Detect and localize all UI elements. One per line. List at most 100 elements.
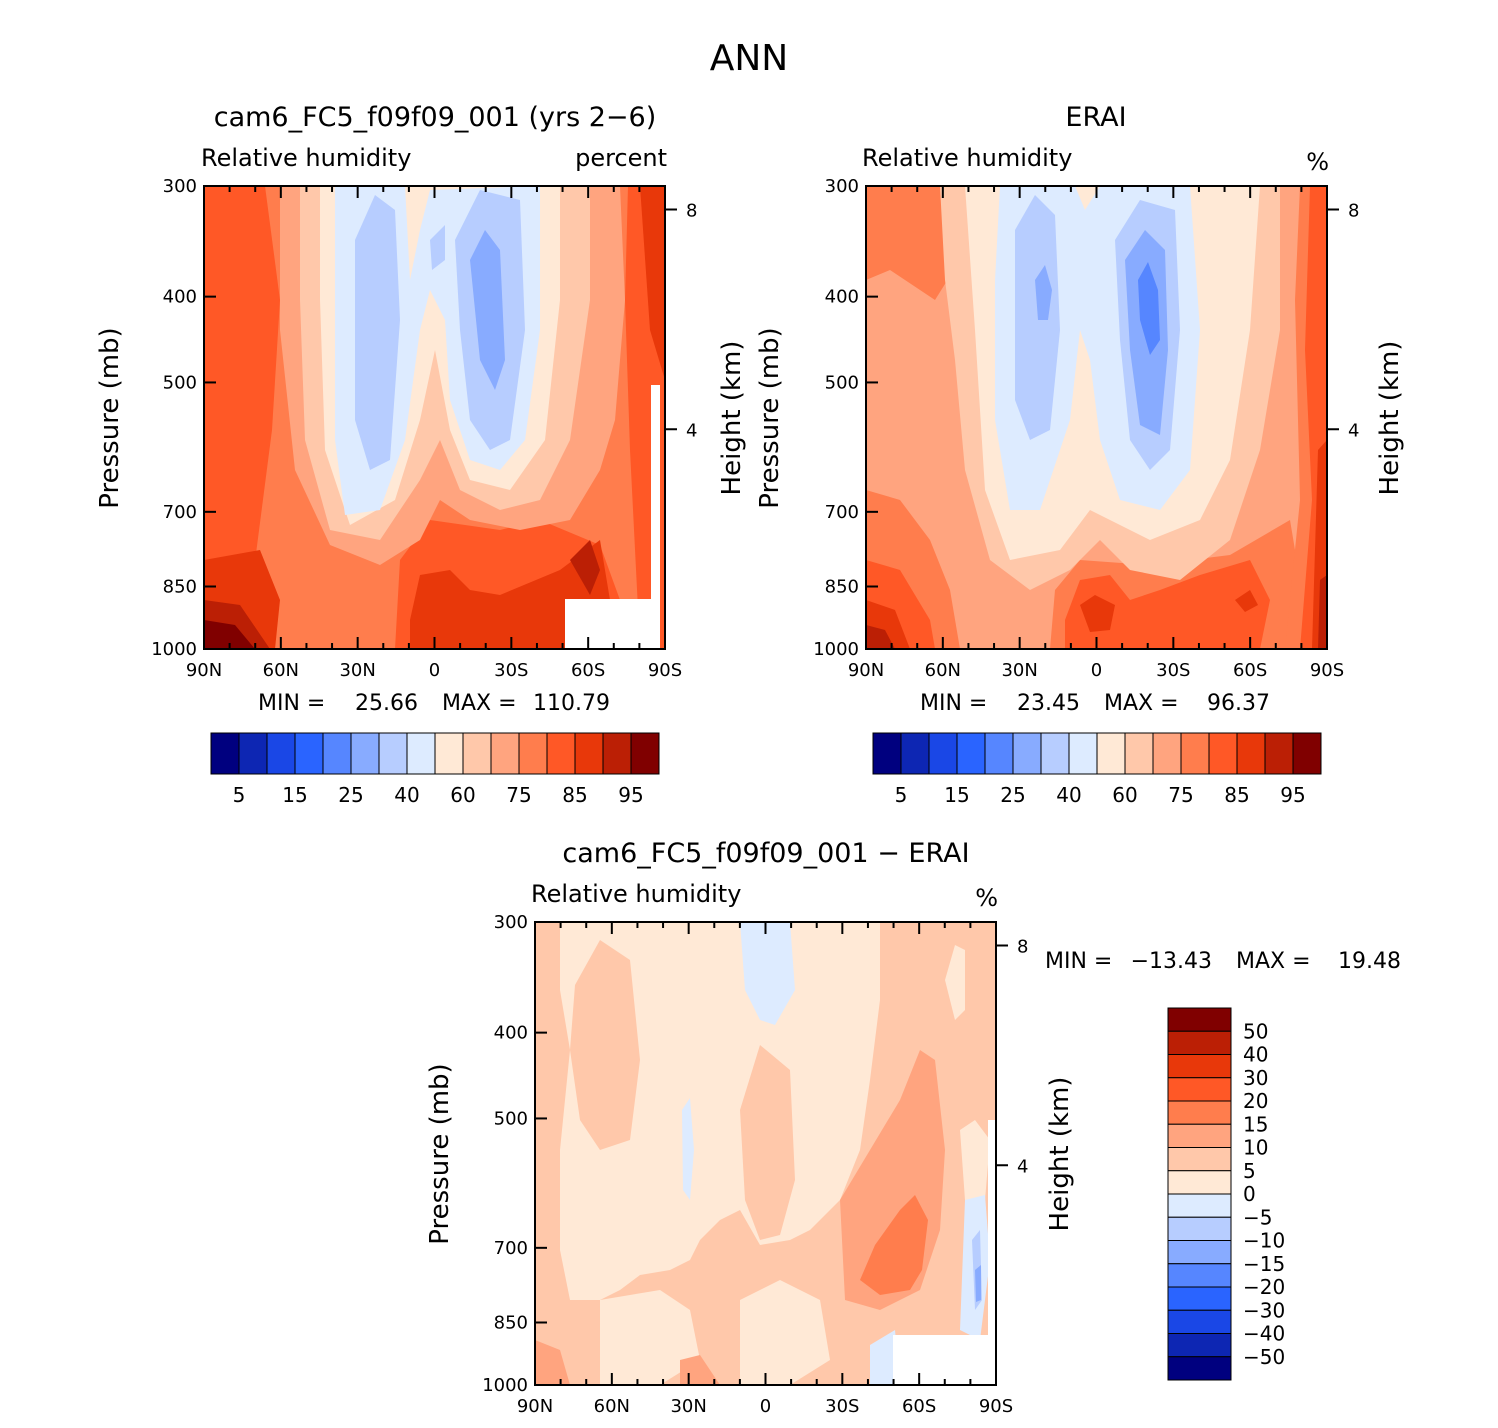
colorbar-box bbox=[238, 732, 268, 775]
colorbar-box bbox=[1152, 732, 1182, 775]
panel-obs-max: 96.37 bbox=[1207, 691, 1270, 716]
colorbar-box bbox=[872, 732, 902, 775]
colorbar-box bbox=[1167, 1309, 1232, 1334]
panel-model-min: 25.66 bbox=[355, 691, 418, 716]
colorbar-box bbox=[1167, 1007, 1232, 1032]
colorbar-label: −20 bbox=[1243, 1275, 1285, 1299]
colorbar-box bbox=[1167, 1147, 1232, 1172]
colorbar-box bbox=[1208, 732, 1238, 775]
panel-obs-units: % bbox=[1306, 148, 1329, 176]
x-tick-label: 60S bbox=[571, 660, 605, 681]
colorbar-box bbox=[1040, 732, 1070, 775]
panel-diff-units: % bbox=[975, 884, 998, 912]
colorbar-label: 25 bbox=[338, 783, 363, 807]
panel-diff-ylabel-right: Height (km) bbox=[1045, 1077, 1075, 1232]
y-right-tick-label: 4 bbox=[1348, 420, 1359, 441]
colorbar-box bbox=[1167, 1100, 1232, 1125]
x-tick-label: 60S bbox=[1233, 660, 1267, 681]
panel-obs-min: 23.45 bbox=[1017, 691, 1080, 716]
panel-diff-min-label: MIN = bbox=[1045, 949, 1112, 974]
panel-diff-ylabel: Pressure (mb) bbox=[425, 1063, 455, 1244]
y-tick-label: 300 bbox=[825, 176, 859, 197]
panel-obs-ylabel-right: Height (km) bbox=[1375, 341, 1405, 496]
colorbar-box bbox=[1167, 1054, 1232, 1079]
colorbar-box bbox=[630, 732, 660, 775]
panel-obs-contours bbox=[866, 186, 1327, 649]
colorbar-label: −15 bbox=[1243, 1252, 1285, 1276]
x-tick-label: 60N bbox=[925, 660, 961, 681]
panel-diff-max: 19.48 bbox=[1338, 949, 1401, 974]
x-tick-label: 0 bbox=[760, 1396, 771, 1417]
colorbar-box bbox=[294, 732, 324, 775]
x-tick-label: 0 bbox=[1091, 660, 1102, 681]
panel-diff-axes: 90N 60N 30N 0 30S 60S 90S 300 400 500 700 850 1000 8 4 bbox=[482, 912, 1028, 1417]
colorbar-box bbox=[1180, 732, 1210, 775]
x-tick-label: 30N bbox=[670, 1396, 706, 1417]
x-tick-label: 30S bbox=[825, 1396, 859, 1417]
colorbar-box bbox=[350, 732, 380, 775]
y-tick-label: 850 bbox=[163, 577, 197, 598]
colorbar-label: −10 bbox=[1243, 1229, 1285, 1253]
panel-model-max-label: MAX = bbox=[442, 691, 517, 716]
y-right-tick-label: 8 bbox=[1348, 201, 1359, 222]
colorbar-label: −50 bbox=[1243, 1345, 1285, 1369]
colorbar-box bbox=[518, 732, 548, 775]
colorbar-label: 40 bbox=[1243, 1043, 1268, 1067]
x-tick-label: 60N bbox=[263, 660, 299, 681]
panel-model-colorbar: 5 15 25 40 60 75 85 95 bbox=[210, 732, 660, 807]
colorbar-label: 85 bbox=[1224, 783, 1249, 807]
colorbar-box bbox=[1167, 1216, 1232, 1241]
x-tick-label: 60N bbox=[594, 1396, 630, 1417]
y-tick-label: 700 bbox=[163, 502, 197, 523]
panel-model-title: cam6_FC5_f09f09_001 (yrs 2−6) bbox=[214, 102, 657, 133]
colorbar-label: 5 bbox=[1243, 1159, 1256, 1183]
x-tick-label: 60S bbox=[902, 1396, 936, 1417]
colorbar-box bbox=[322, 732, 352, 775]
colorbar-label: −40 bbox=[1243, 1322, 1285, 1346]
y-tick-label: 400 bbox=[494, 1023, 528, 1044]
x-tick-label: 90N bbox=[517, 1396, 553, 1417]
colorbar-label: −5 bbox=[1243, 1205, 1272, 1229]
colorbar-label: 60 bbox=[1112, 783, 1137, 807]
colorbar-label: −30 bbox=[1243, 1298, 1285, 1322]
colorbar-box bbox=[1236, 732, 1266, 775]
colorbar-box bbox=[546, 732, 576, 775]
colorbar-box bbox=[406, 732, 436, 775]
y-tick-label: 1000 bbox=[482, 1375, 528, 1396]
panel-model-units: percent bbox=[575, 144, 667, 172]
panel-model: cam6_FC5_f09f09_001 (yrs 2−6) Relative h… bbox=[95, 102, 747, 807]
colorbar-box bbox=[1167, 1193, 1232, 1218]
colorbar-box bbox=[1167, 1240, 1232, 1265]
colorbar-label: 15 bbox=[1243, 1112, 1268, 1136]
colorbar-box bbox=[928, 732, 958, 775]
colorbar-label: 5 bbox=[895, 783, 908, 807]
panel-diff-missing-corner bbox=[893, 1335, 996, 1385]
colorbar-box bbox=[1264, 732, 1294, 775]
panel-diff-max-label: MAX = bbox=[1236, 949, 1311, 974]
colorbar-box bbox=[1012, 732, 1042, 775]
colorbar-box bbox=[574, 732, 604, 775]
colorbar-label: 60 bbox=[450, 783, 475, 807]
colorbar-label: 50 bbox=[1243, 1019, 1268, 1043]
x-tick-label: 90S bbox=[648, 660, 682, 681]
y-tick-label: 1000 bbox=[813, 639, 859, 660]
panel-model-contours bbox=[204, 186, 665, 649]
colorbar-box bbox=[1167, 1123, 1232, 1148]
colorbar-label: 5 bbox=[233, 783, 246, 807]
colorbar-label: 15 bbox=[944, 783, 969, 807]
panel-obs-colorbar: 5 15 25 40 60 75 85 95 bbox=[872, 732, 1322, 807]
panel-model-missing-strip bbox=[651, 385, 660, 649]
colorbar-box bbox=[1167, 1333, 1232, 1358]
panel-diff-contours bbox=[535, 922, 996, 1385]
y-tick-label: 400 bbox=[825, 287, 859, 308]
colorbar-label: 95 bbox=[618, 783, 643, 807]
panel-diff-min: −13.43 bbox=[1131, 949, 1212, 974]
colorbar-box bbox=[900, 732, 930, 775]
y-tick-label: 300 bbox=[163, 176, 197, 197]
y-right-tick-label: 4 bbox=[1017, 1156, 1028, 1177]
colorbar-label: 85 bbox=[562, 783, 587, 807]
colorbar-box bbox=[210, 732, 240, 775]
y-tick-label: 400 bbox=[163, 287, 197, 308]
colorbar-label: 75 bbox=[506, 783, 531, 807]
